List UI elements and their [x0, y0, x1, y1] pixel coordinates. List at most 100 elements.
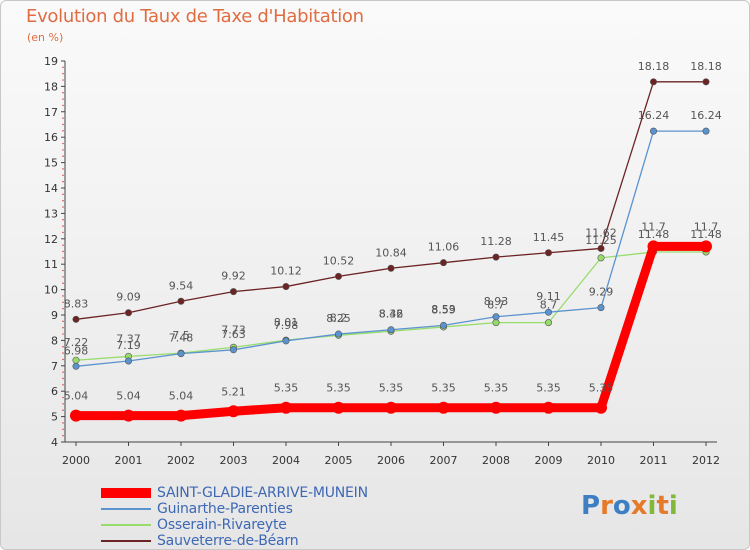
data-label: 8.93: [484, 295, 509, 308]
y-minor-tick: [62, 250, 64, 253]
y-minor-tick: [62, 219, 64, 221]
data-point: [439, 321, 447, 329]
data-label: 9.92: [221, 270, 246, 283]
y-minor-tick: [62, 180, 64, 183]
y-minor-tick: [62, 320, 64, 323]
data-label: 9.09: [116, 291, 141, 304]
data-point: [125, 357, 133, 365]
data-point: [282, 337, 290, 345]
data-label: 5.35: [431, 382, 456, 395]
data-point: [70, 409, 82, 422]
legend-swatch-blue: [101, 508, 151, 510]
data-label: 8.01: [274, 316, 299, 329]
data-point: [177, 350, 185, 358]
y-tick-label: 8: [51, 334, 58, 347]
y-tick-label: 13: [44, 207, 58, 220]
data-label: 10.84: [375, 246, 407, 259]
data-point: [72, 362, 80, 370]
data-label: 8.42: [379, 308, 404, 321]
y-minor-tick: [62, 149, 64, 151]
data-point: [439, 259, 447, 267]
y-minor-tick: [62, 301, 64, 303]
data-label: 8.7: [540, 299, 558, 312]
logo-letter: o: [612, 491, 631, 521]
y-minor-tick: [62, 307, 64, 310]
y-minor-tick: [62, 282, 64, 284]
y-minor-tick: [62, 276, 64, 278]
data-point: [227, 405, 240, 418]
x-tick-label: 2001: [115, 454, 143, 467]
y-minor-tick: [62, 377, 64, 380]
data-label: 7.48: [169, 332, 194, 345]
legend-label: Osserain-Rivareyte: [157, 517, 287, 533]
data-point: [597, 244, 605, 252]
data-label: 11.25: [585, 234, 617, 247]
legend-item: Sauveterre-de-Béarn: [101, 533, 421, 549]
y-tick-label: 6: [51, 385, 58, 398]
data-point: [72, 356, 80, 364]
data-label: 7.19: [116, 339, 141, 352]
legend-swatch-green: [101, 524, 151, 526]
data-label: 9.54: [169, 279, 194, 292]
data-point: [122, 409, 135, 422]
data-point: [387, 264, 395, 272]
y-minor-tick: [62, 98, 64, 100]
data-point: [492, 319, 500, 327]
proxiti-logo: Proxiti: [581, 491, 678, 521]
data-label: 11.7: [641, 220, 666, 233]
data-point: [649, 78, 657, 86]
y-minor-tick: [62, 174, 64, 176]
data-label: 9.11: [536, 290, 561, 303]
data-point: [542, 401, 555, 414]
data-label: 5.04: [64, 390, 89, 403]
data-point: [334, 272, 342, 280]
data-label: 5.35: [536, 382, 561, 395]
y-minor-tick: [62, 409, 64, 411]
y-minor-tick: [62, 193, 64, 196]
data-label: 8.7: [487, 299, 505, 312]
data-label: 7.98: [274, 319, 299, 332]
logo-letter: i: [647, 491, 657, 521]
legend-label: SAINT-GLADIE-ARRIVE-MUNEIN: [157, 485, 368, 501]
data-point: [649, 127, 657, 135]
data-label: 7.73: [221, 323, 246, 336]
y-minor-tick: [62, 66, 64, 69]
data-label: 5.04: [116, 390, 141, 403]
y-minor-tick: [62, 327, 64, 329]
logo-letter: P: [581, 491, 601, 521]
x-tick-label: 2004: [272, 454, 300, 467]
data-point: [387, 326, 395, 334]
legend-item: Guinarthe-Parenties: [101, 501, 421, 517]
data-point: [175, 409, 187, 422]
legend-item: Osserain-Rivareyte: [101, 517, 421, 533]
data-label: 5.35: [379, 382, 404, 395]
data-point: [72, 315, 80, 323]
y-minor-tick: [62, 130, 64, 132]
logo-letter: r: [600, 491, 613, 521]
y-minor-tick: [62, 231, 64, 234]
data-point: [544, 308, 552, 316]
y-tick-label: 14: [44, 182, 58, 195]
y-tick-label: 4: [51, 436, 58, 449]
data-point: [490, 401, 502, 414]
y-minor-tick: [62, 371, 64, 373]
y-minor-tick: [62, 79, 64, 81]
x-tick-label: 2003: [220, 454, 248, 467]
data-point: [597, 254, 605, 262]
data-label: 7.22: [64, 336, 89, 349]
chart-unit-label: (en %): [27, 31, 64, 44]
data-point: [332, 401, 345, 414]
y-minor-tick: [62, 104, 64, 107]
y-minor-tick: [62, 225, 64, 227]
x-tick-label: 2000: [62, 454, 90, 467]
y-minor-tick: [62, 358, 64, 361]
y-tick-label: 11: [44, 258, 58, 271]
data-label: 10.52: [323, 254, 355, 267]
x-tick-label: 2009: [535, 454, 563, 467]
legend-swatch-brown: [101, 540, 151, 542]
data-point: [282, 283, 290, 291]
data-label: 18.18: [690, 60, 722, 73]
chart-legend: SAINT-GLADIE-ARRIVE-MUNEIN Guinarthe-Par…: [101, 485, 421, 549]
data-point: [492, 253, 500, 261]
